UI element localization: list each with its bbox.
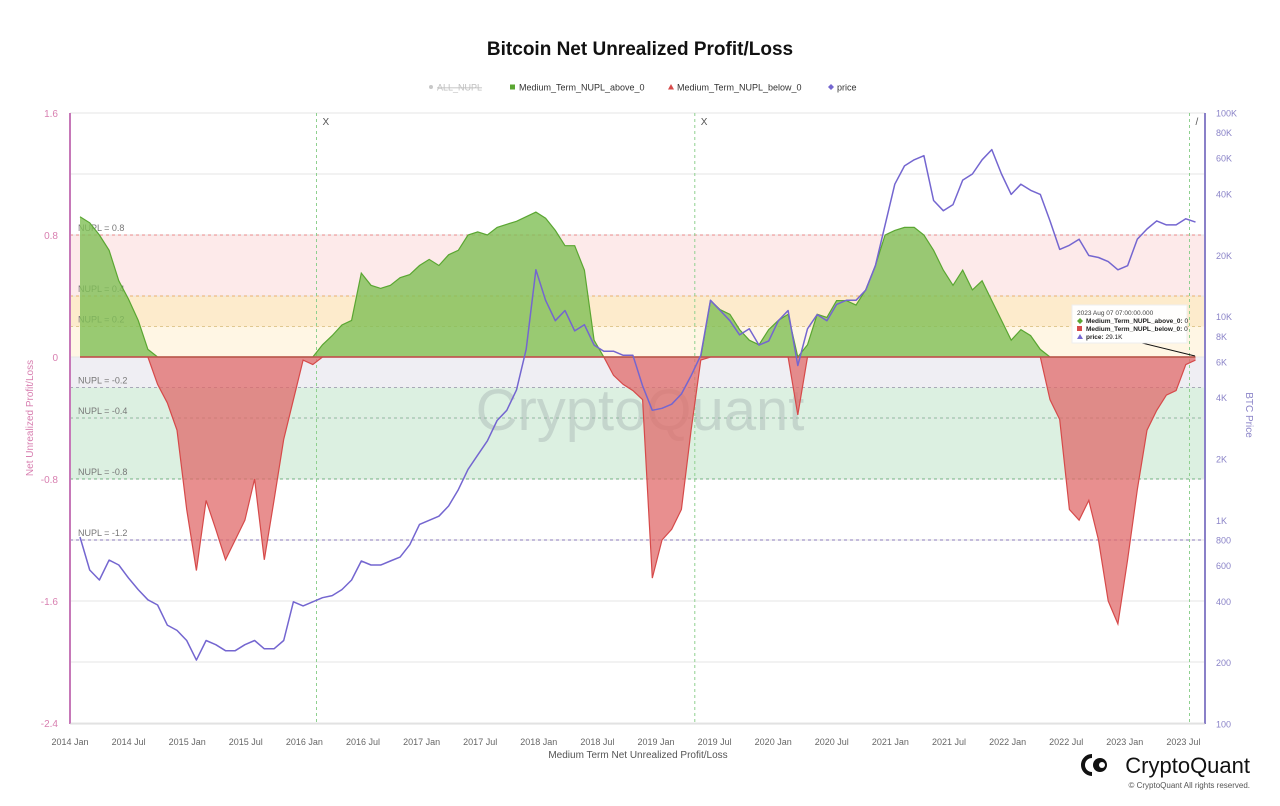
- y2-tick-label: 80K: [1216, 128, 1232, 138]
- tooltip-row-value: 29.1K: [1106, 334, 1124, 341]
- axes: 1.6 0.8 0 -0.8 -1.6 -2.4 100K 80K 60K 40K 20K 10K 8K…: [41, 108, 1237, 747]
- legend-diamond-icon: [828, 84, 834, 90]
- y2-tick-label: 20K: [1216, 251, 1232, 261]
- x-tick-label: 2020 Jul: [815, 737, 849, 747]
- tooltip-row-label: price:: [1086, 334, 1106, 341]
- tooltip-triangle-icon: [1077, 334, 1083, 339]
- x-tick-label: 2017 Jan: [403, 737, 440, 747]
- tooltip-row-label: Medium_Term_NUPL_below_0:: [1086, 326, 1184, 333]
- tooltip-row: Medium_Term_NUPL_below_0: 0: [1086, 326, 1188, 333]
- y-axis-title: Net Unrealized Profit/Loss: [25, 360, 36, 476]
- legend-label: ALL_NUPL: [437, 83, 482, 93]
- legend-square-icon: [510, 84, 515, 90]
- x-tick-label: 2023 Jul: [1166, 737, 1200, 747]
- legend-label: Medium_Term_NUPL_below_0: [677, 83, 802, 93]
- y-tick-label: 0: [52, 353, 58, 364]
- x-tick-label: 2014 Jan: [51, 737, 88, 747]
- x-tick-label: 2021 Jul: [932, 737, 966, 747]
- x-tick-label: 2014 Jul: [112, 737, 146, 747]
- x-axis-title: Medium Term Net Unrealized Profit/Loss: [548, 750, 727, 761]
- x-tick-label: 2020 Jan: [755, 737, 792, 747]
- tooltip-row: Medium_Term_NUPL_above_0: 0: [1086, 318, 1189, 325]
- y2-tick-label: 2K: [1216, 454, 1227, 464]
- y-tick-label: -0.8: [41, 475, 59, 486]
- tooltip-pointer: [1141, 342, 1196, 357]
- x-tick-label: 2016 Jan: [286, 737, 323, 747]
- y2-tick-label: 4K: [1216, 393, 1227, 403]
- legend-item-price: price: [828, 83, 857, 93]
- tooltip-square-icon: [1077, 326, 1082, 331]
- x-tick-label: 2016 Jul: [346, 737, 380, 747]
- nupl-above-0-area: [80, 212, 1196, 357]
- event-markers: X X /: [316, 113, 1199, 724]
- y2-tick-label: 200: [1216, 658, 1231, 668]
- x-tick-label: 2019 Jan: [637, 737, 674, 747]
- x-tick-label: 2023 Jan: [1106, 737, 1143, 747]
- event-marker-icon: /: [1196, 117, 1199, 128]
- y2-tick-label: 600: [1216, 561, 1231, 571]
- y2-tick-label: 6K: [1216, 357, 1227, 367]
- y-tick-label: -1.6: [41, 597, 59, 608]
- y-tick-label: 1.6: [44, 109, 58, 120]
- y2-tick-label: 60K: [1216, 154, 1232, 164]
- price-line: [79, 148, 1196, 661]
- level-label: NUPL = 0.8: [78, 223, 124, 233]
- chart-title: Bitcoin Net Unrealized Profit/Loss: [487, 39, 793, 60]
- y-tick-label: 0.8: [44, 231, 58, 242]
- event-marker-icon: X: [323, 117, 330, 128]
- y2-tick-label: 800: [1216, 536, 1231, 546]
- tooltip-date: 2023 Aug 07 07:00:00.000: [1077, 310, 1154, 317]
- y2-tick-label: 1K: [1216, 516, 1227, 526]
- event-marker-icon: X: [701, 117, 708, 128]
- y2-axis-title: BTC Price: [1243, 392, 1254, 438]
- x-tick-label: 2017 Jul: [463, 737, 497, 747]
- legend-item-medium-term-nupl-below-0: Medium_Term_NUPL_below_0: [668, 83, 802, 93]
- y2-tick-label: 40K: [1216, 189, 1232, 199]
- zone-band: [70, 296, 1205, 327]
- legend: ALL_NUPL Medium_Term_NUPL_above_0 Medium_T…: [429, 83, 857, 93]
- tooltip: 2023 Aug 07 07:00:00.000Medium_Term_NUPL…: [1071, 304, 1196, 357]
- nupl-areas: [79, 211, 1196, 627]
- legend-item-medium-term-nupl-above-0: Medium_Term_NUPL_above_0: [510, 83, 645, 93]
- y2-tick-label: 400: [1216, 597, 1231, 607]
- price-series: [79, 148, 1196, 661]
- tooltip-diamond-icon: [1077, 318, 1083, 324]
- x-tick-label: 2022 Jan: [989, 737, 1026, 747]
- x-tick-label: 2018 Jul: [580, 737, 614, 747]
- tooltip-row-value: 0: [1185, 318, 1189, 325]
- legend-circle-icon: [429, 85, 433, 89]
- y2-tick-label: 100: [1216, 720, 1231, 730]
- legend-label: Medium_Term_NUPL_above_0: [519, 83, 645, 93]
- tooltip-row-label: Medium_Term_NUPL_above_0:: [1086, 318, 1185, 325]
- zone-band: [70, 235, 1205, 296]
- x-tick-label: 2018 Jan: [520, 737, 557, 747]
- brand-logo: CryptoQuant © CryptoQuant All rights res…: [1081, 753, 1251, 790]
- y-tick-label: -2.4: [41, 719, 59, 730]
- tooltip-row: price: 29.1K: [1086, 334, 1123, 341]
- x-tick-label: 2015 Jul: [229, 737, 263, 747]
- level-label: NUPL = -0.2: [78, 376, 127, 386]
- level-label: NUPL = -0.8: [78, 467, 127, 477]
- x-tick-label: 2022 Jul: [1049, 737, 1083, 747]
- y2-tick-label: 8K: [1216, 332, 1227, 342]
- legend-triangle-icon: [668, 84, 674, 90]
- level-label: NUPL = -1.2: [78, 528, 127, 538]
- y2-tick-label: 10K: [1216, 312, 1232, 322]
- tooltip-box: [1071, 304, 1188, 344]
- level-label: NUPL = -0.4: [78, 406, 127, 416]
- x-tick-label: 2019 Jul: [698, 737, 732, 747]
- legend-item-all-nupl: ALL_NUPL: [429, 83, 482, 93]
- y2-tick-label: 100K: [1216, 108, 1237, 118]
- nupl-below-0-area: [80, 357, 1196, 624]
- brand-name: CryptoQuant: [1125, 753, 1250, 778]
- tooltip-row-value: 0: [1184, 326, 1188, 333]
- legend-label: price: [837, 83, 857, 93]
- x-tick-label: 2015 Jan: [169, 737, 206, 747]
- x-tick-label: 2021 Jan: [872, 737, 909, 747]
- copyright: © CryptoQuant All rights reserved.: [1129, 781, 1251, 790]
- cryptoquant-logo-icon: [1081, 754, 1107, 776]
